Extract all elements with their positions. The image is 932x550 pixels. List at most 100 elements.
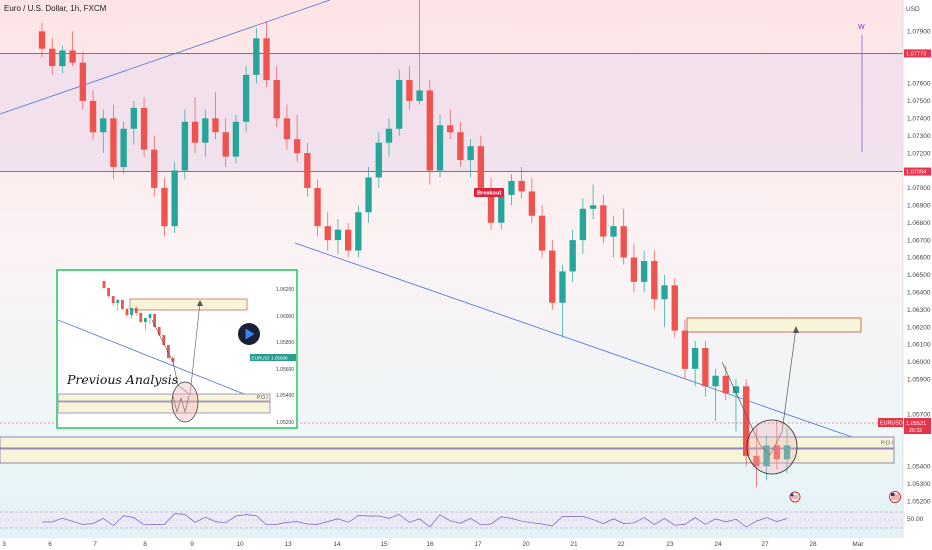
candle-body — [559, 271, 566, 303]
price-badge-value: 1.05521 — [906, 421, 926, 427]
inset-candle-body — [144, 318, 147, 322]
candle-body — [457, 132, 464, 161]
inset-poi-lower — [58, 401, 271, 414]
candle-body — [426, 90, 433, 171]
candle — [365, 167, 372, 223]
inset-candle — [116, 299, 120, 311]
inset-tick-label: 1.06000 — [276, 314, 294, 320]
candle-body — [202, 118, 209, 143]
candle-body — [365, 177, 372, 213]
reversal-circle[interactable] — [746, 419, 798, 475]
candle-body — [253, 38, 260, 75]
candle-body — [600, 205, 607, 237]
inset-tick-label: 1.06200 — [276, 287, 294, 293]
candle — [314, 179, 321, 237]
candle-body — [314, 187, 321, 227]
inset-candle — [144, 318, 147, 330]
candle — [324, 212, 331, 251]
candle — [743, 379, 750, 467]
time-tick-label: 8 — [143, 541, 147, 548]
candle — [38, 22, 46, 58]
rsi-panel[interactable]: 50.00 — [0, 511, 924, 529]
supply-zone[interactable] — [686, 317, 862, 333]
candle — [732, 379, 740, 432]
inset-candle-body — [102, 281, 106, 288]
inset-candle — [121, 300, 124, 310]
price-tick-label: 1.06700 — [907, 237, 931, 244]
inset-candle-body — [130, 308, 133, 315]
upper-trendline[interactable] — [0, 0, 331, 115]
candle-body — [518, 180, 525, 192]
candle-body — [763, 445, 770, 467]
candle-body — [283, 118, 291, 140]
price-tick-label: 1.06400 — [907, 289, 931, 296]
price-tick-label: 1.06000 — [907, 359, 931, 366]
range-band-fill — [0, 53, 903, 172]
candle — [508, 173, 515, 206]
us-flag-icon[interactable] — [889, 491, 901, 503]
candle-body — [702, 347, 709, 387]
candle-body — [630, 257, 638, 282]
candles-group — [38, 0, 791, 488]
candle — [304, 142, 311, 197]
time-tick-label: 20 — [522, 541, 530, 548]
symbol-badge-text: EURUSD — [880, 421, 903, 427]
candle-body — [181, 121, 189, 171]
level-badge — [904, 167, 931, 176]
candle — [487, 177, 495, 230]
candle — [773, 421, 780, 470]
candle — [640, 250, 648, 293]
time-tick-label: 28 — [809, 541, 817, 548]
candle-body — [49, 48, 56, 67]
candle-body — [385, 128, 393, 143]
candle-body — [671, 285, 678, 331]
inset-candles — [102, 281, 175, 366]
play-button[interactable] — [238, 323, 260, 345]
candle — [589, 184, 597, 220]
price-badge — [904, 418, 931, 434]
range-band — [0, 53, 903, 172]
price-tick-label: 1.07600 — [907, 81, 931, 88]
previous-analysis-inset[interactable]: P.O.I 1.06200 1.06000 1.05800 1.05600 1.0540… — [56, 269, 298, 429]
price-tick-label: 1.07500 — [907, 98, 931, 105]
candle — [171, 161, 178, 234]
candle — [375, 132, 382, 188]
inset-price-badge: EURUSD 1.05698 — [250, 354, 296, 361]
candle-body — [722, 375, 729, 394]
candle-body — [753, 455, 760, 467]
candle-body — [528, 191, 536, 216]
inset-tick-label: 1.05200 — [276, 420, 294, 426]
rsi-level-label: 50.00 — [907, 516, 924, 523]
time-tick-label: 16 — [426, 541, 434, 548]
lower-trendline[interactable] — [294, 242, 853, 438]
candle-body — [712, 375, 719, 387]
candle — [406, 66, 413, 110]
time-axis[interactable]: 3 6 7 8 9 10 13 14 15 16 17 20 21 22 23 24 27 28 Mar — [2, 541, 864, 548]
candle — [355, 205, 362, 258]
price-axis[interactable]: 1.07900 1.07600 1.07500 1.07400 1.07300 1.072… — [907, 29, 931, 506]
candle-body — [38, 31, 46, 49]
breakout-badge[interactable]: Breakout — [474, 188, 504, 197]
projection-path — [721, 327, 797, 456]
candle — [222, 118, 229, 168]
price-badge-countdown: 29:32 — [909, 428, 922, 434]
candle-body — [681, 330, 689, 369]
candle — [671, 278, 678, 338]
inset-candle-body — [148, 314, 152, 318]
candle-body — [324, 226, 331, 241]
time-tick-label: 21 — [570, 541, 578, 548]
candle-body — [661, 285, 668, 300]
candle — [763, 434, 770, 481]
poi-zone-upper[interactable] — [0, 436, 895, 449]
candle-body — [89, 100, 97, 133]
chart-title: Euro / U.S. Dollar, 1h, FXCM — [4, 4, 107, 13]
candle-body — [273, 80, 280, 119]
poi-zone-lower[interactable] — [0, 448, 895, 464]
candle — [691, 341, 699, 387]
candle-body — [263, 38, 270, 81]
event-flag-icon[interactable] — [789, 491, 801, 503]
wave-label: W — [858, 24, 865, 31]
time-tick-label: Mar — [852, 541, 864, 548]
